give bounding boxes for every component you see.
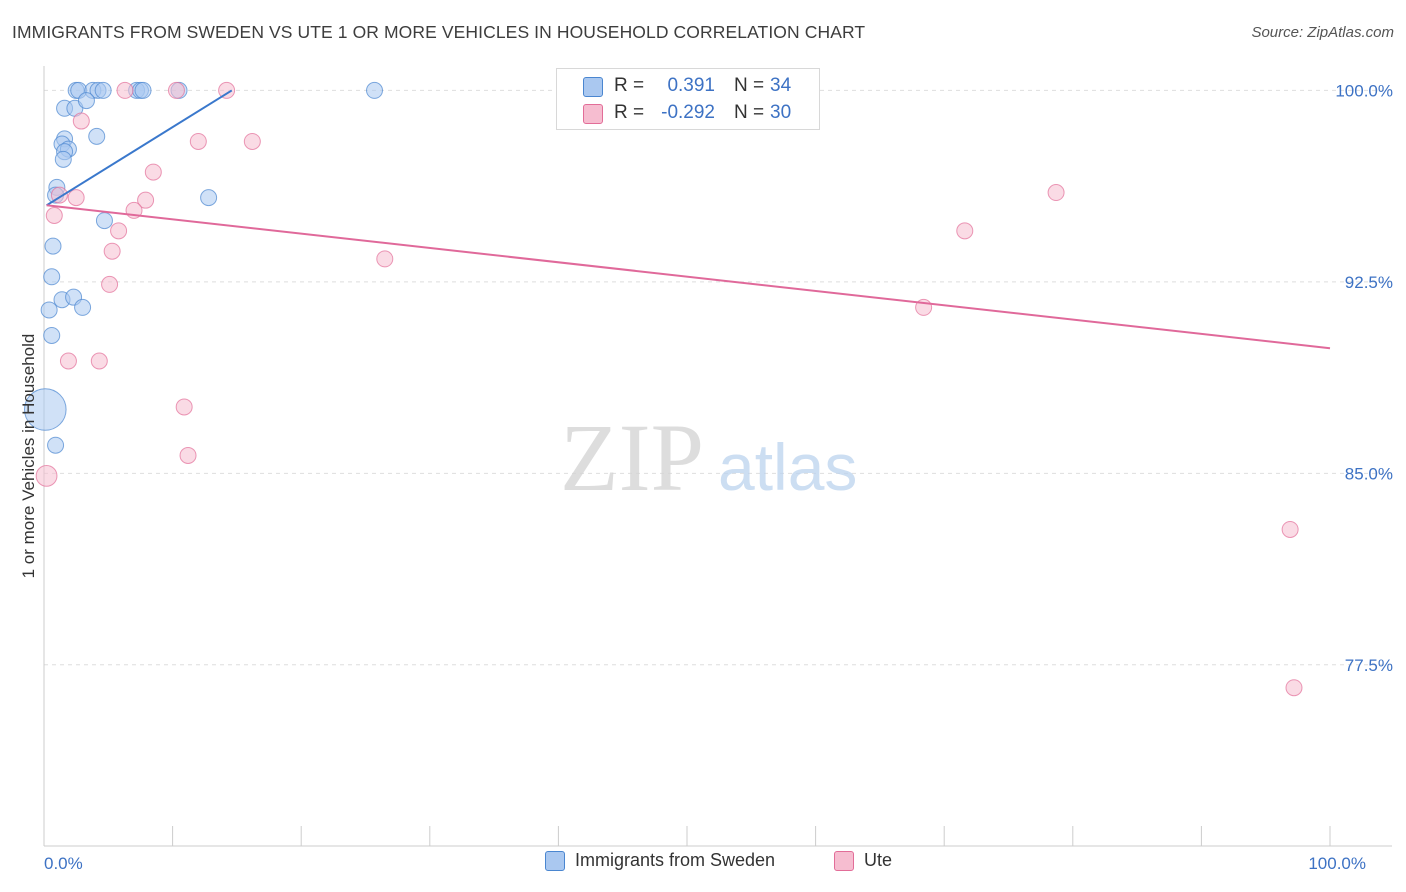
ute-point — [35, 464, 58, 487]
sweden-point — [23, 388, 67, 431]
sweden-point — [43, 326, 61, 344]
ute-point — [243, 132, 261, 150]
ute-point — [67, 189, 85, 207]
watermark: ZIP atlas — [560, 404, 857, 511]
sweden-point — [47, 436, 65, 454]
y-tick-label: 92.5% — [1345, 273, 1393, 292]
y-tick-label: 77.5% — [1345, 656, 1393, 675]
ute-point — [167, 81, 185, 99]
legend-label-sweden: Immigrants from Sweden — [575, 850, 776, 870]
y-tick-label: 85.0% — [1345, 464, 1393, 483]
ute-point — [1281, 520, 1299, 538]
sweden-point — [94, 81, 112, 99]
watermark-atlas: atlas — [718, 430, 857, 504]
sweden-point — [74, 298, 92, 316]
ute-point — [116, 81, 134, 99]
correlation-stats-box: R = 0.391 N = 34 R = -0.292 N = 30 — [556, 68, 820, 130]
gridlines — [44, 89, 1392, 666]
sweden-point — [134, 81, 152, 99]
stats-n-label: N = — [734, 102, 765, 123]
sweden-point — [200, 189, 218, 207]
sweden-point — [95, 212, 113, 230]
stats-r-value: 0.391 — [667, 75, 715, 96]
ute-point — [137, 191, 155, 209]
stats-r-value: -0.292 — [661, 102, 715, 123]
y-tick-label: 100.0% — [1335, 81, 1393, 100]
trend-lines — [46, 89, 1331, 350]
sweden-point — [366, 81, 384, 99]
ute-point — [189, 132, 207, 150]
ute-point — [90, 352, 108, 370]
chart-legend: Immigrants from Sweden Ute — [0, 850, 1406, 880]
stats-n-label: N = — [734, 75, 765, 96]
legend-swatch-sweden — [545, 850, 565, 871]
sweden-point — [54, 150, 72, 168]
watermark-zip: ZIP — [560, 404, 704, 511]
ute-point — [59, 352, 77, 370]
source-credit: Source: ZipAtlas.com — [1251, 24, 1394, 41]
ute-point — [376, 250, 394, 268]
ute-point — [144, 163, 162, 181]
stats-r-label: R = — [614, 102, 645, 123]
y-axis-label: 1 or more Vehicles in Household — [19, 334, 38, 579]
ute-point — [101, 275, 119, 293]
tick-labels: 100.0% 92.5% 85.0% 77.5% 0.0% 100.0% — [44, 81, 1393, 873]
axes — [43, 66, 1392, 847]
legend-item-ute[interactable]: Ute — [834, 850, 892, 871]
legend-item-sweden[interactable]: Immigrants from Sweden — [545, 850, 775, 871]
stats-swatch-ute — [583, 104, 603, 124]
chart-title: IMMIGRANTS FROM SWEDEN VS UTE 1 OR MORE … — [12, 22, 866, 42]
data-points — [23, 81, 1303, 697]
sweden-point — [77, 92, 95, 110]
sweden-trend-line — [46, 89, 233, 207]
ute-point — [956, 222, 974, 240]
stats-swatch-sweden — [583, 77, 603, 97]
stats-r-label: R = — [614, 75, 645, 96]
legend-swatch-ute — [834, 850, 854, 871]
x-tick-label: 0.0% — [44, 854, 83, 873]
ute-point — [1285, 679, 1303, 697]
ute-point — [72, 112, 90, 130]
ute-point — [110, 222, 128, 240]
ute-point — [1047, 184, 1065, 202]
stats-row-sweden: R = 0.391 N = 34 — [557, 74, 821, 100]
x-tick-label: 100.0% — [1308, 854, 1366, 873]
sweden-point — [40, 301, 58, 319]
ute-point — [179, 446, 197, 464]
legend-label-ute: Ute — [864, 850, 893, 870]
stats-row-ute: R = -0.292 N = 30 — [557, 101, 821, 127]
stats-n-value: 30 — [770, 102, 792, 123]
ute-point — [103, 242, 121, 260]
sweden-point — [44, 237, 62, 255]
ute-point — [218, 81, 236, 99]
ute-point — [175, 398, 193, 416]
ute-point — [45, 207, 63, 224]
stats-n-value: 34 — [770, 75, 792, 96]
ute-trend-line — [46, 204, 1331, 350]
sweden-point — [88, 127, 106, 145]
sweden-point — [43, 268, 61, 286]
